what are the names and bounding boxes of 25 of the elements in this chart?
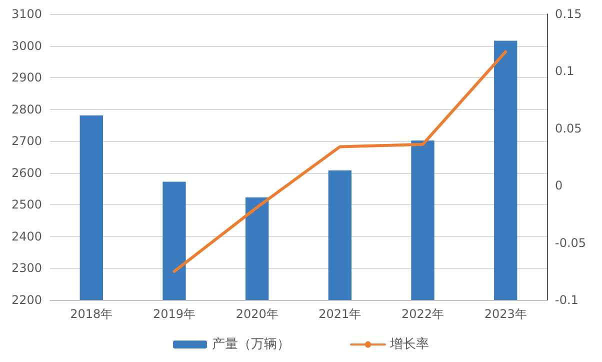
- y2-tick-label: -0.05: [555, 236, 586, 250]
- y-tick-label: 2900: [11, 70, 42, 85]
- y2-tick-label: 0.15: [555, 7, 582, 21]
- x-tick-label: 2018年: [70, 307, 113, 321]
- y2-tick-label: 0: [555, 178, 563, 193]
- y-tick-label: 2600: [11, 166, 42, 180]
- y-tick-label: 2300: [11, 261, 42, 276]
- y-tick-label: 2200: [11, 293, 42, 307]
- y-tick-label: 2800: [11, 102, 42, 116]
- y-tick-label: 3000: [11, 38, 42, 53]
- line-series: [172, 50, 508, 273]
- y2-tick-label: -0.1: [555, 293, 578, 307]
- x-tick-label: 2020年: [236, 307, 278, 321]
- x-tick-label: 2019年: [152, 307, 196, 321]
- y2-tick-label: 0.1: [555, 64, 574, 78]
- x-tick-label: 2022年: [401, 307, 444, 321]
- x-tick-label: 2023年: [484, 307, 527, 321]
- y2-tick-label: 0.05: [555, 121, 582, 136]
- legend-label: 增长率: [389, 336, 429, 352]
- y-tick-label: 2700: [11, 134, 42, 148]
- y-tick-label: 3100: [11, 7, 42, 21]
- y-tick-label: 2400: [11, 229, 42, 244]
- y-tick-label: 2500: [11, 198, 42, 212]
- legend-label: 产量（万辆）: [212, 337, 290, 352]
- x-tick-label: 2021年: [318, 307, 362, 321]
